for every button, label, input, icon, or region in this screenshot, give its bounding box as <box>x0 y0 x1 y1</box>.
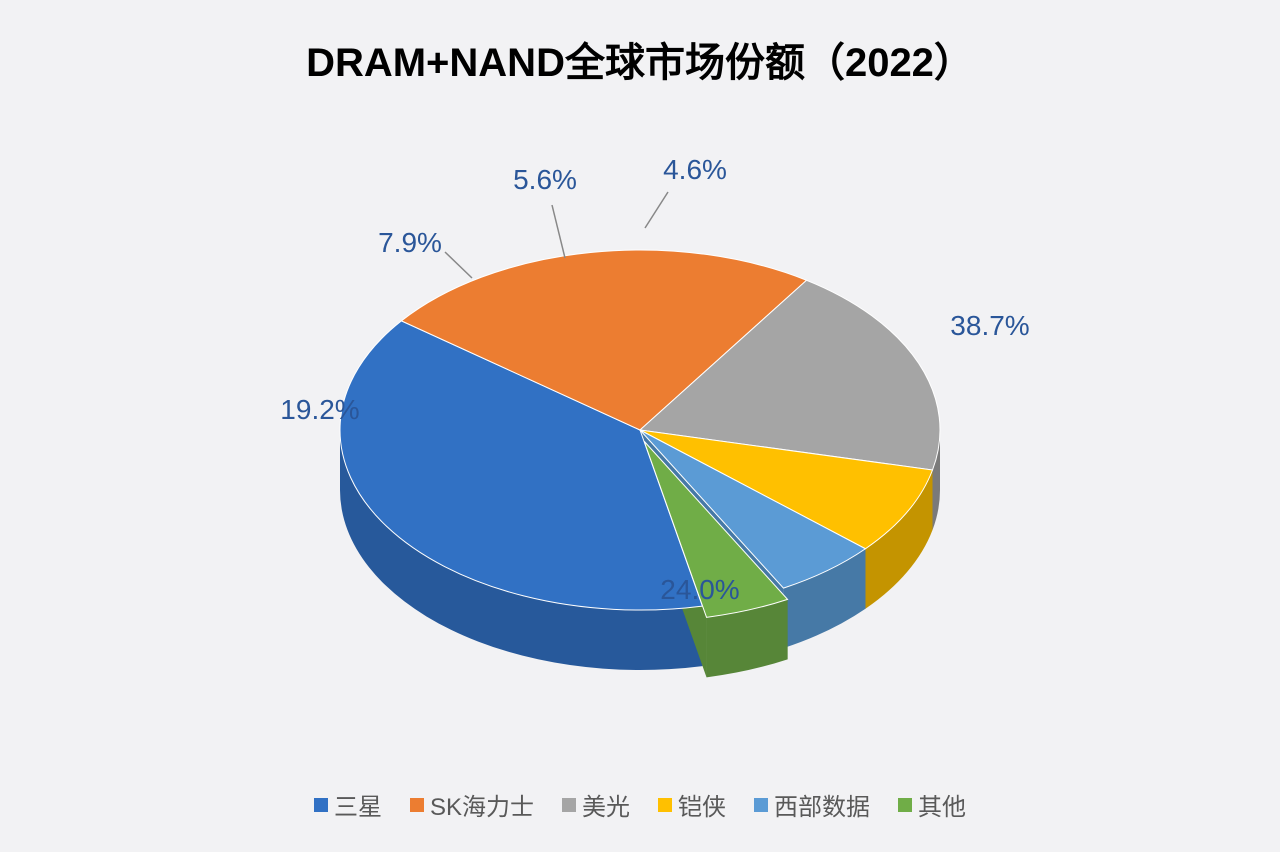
legend-item: 西部数据 <box>754 787 870 822</box>
legend-swatch <box>410 798 424 812</box>
data-label: 24.0% <box>660 574 739 606</box>
legend-label: 三星 <box>334 794 382 821</box>
legend-swatch <box>562 798 576 812</box>
legend-item: 铠侠 <box>658 787 726 822</box>
chart-container: DRAM+NAND全球市场份额（2022） 38.7%24.0%19.2%7.9… <box>0 0 1280 852</box>
legend-swatch <box>898 798 912 812</box>
legend-swatch <box>314 798 328 812</box>
legend-label: 美光 <box>582 794 630 821</box>
leader-line <box>552 205 565 258</box>
legend-label: 其他 <box>918 794 966 821</box>
pie-chart <box>0 0 1280 852</box>
legend-item: 美光 <box>562 787 630 822</box>
legend-item: SK海力士 <box>410 787 534 822</box>
legend-label: 西部数据 <box>774 794 870 821</box>
data-label: 5.6% <box>513 164 577 196</box>
data-label: 38.7% <box>950 310 1029 342</box>
leader-line <box>445 252 472 278</box>
legend-item: 三星 <box>314 787 382 822</box>
data-label: 19.2% <box>280 394 359 426</box>
data-label: 4.6% <box>663 154 727 186</box>
data-label: 7.9% <box>378 227 442 259</box>
legend-swatch <box>658 798 672 812</box>
legend-item: 其他 <box>898 787 966 822</box>
leader-line <box>645 192 668 228</box>
legend-swatch <box>754 798 768 812</box>
legend: 三星 SK海力士 美光 铠侠 西部数据 其他 <box>0 787 1280 822</box>
legend-label: SK海力士 <box>430 794 534 821</box>
legend-label: 铠侠 <box>678 794 726 821</box>
